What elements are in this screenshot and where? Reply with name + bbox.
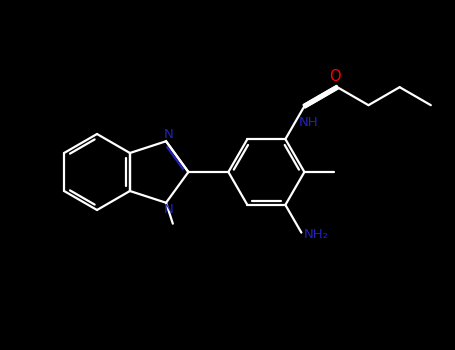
Text: N: N <box>163 203 173 216</box>
Text: N: N <box>163 128 173 141</box>
Text: NH: NH <box>299 116 318 129</box>
Text: NH₂: NH₂ <box>303 228 329 241</box>
Text: O: O <box>329 69 341 84</box>
